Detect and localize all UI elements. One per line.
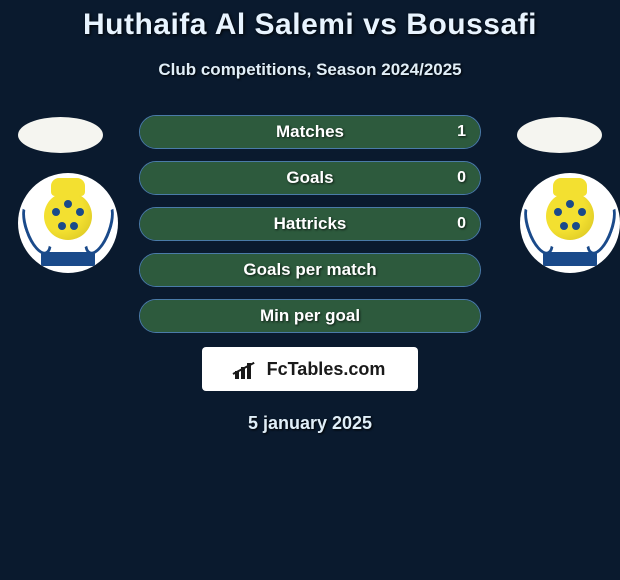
date-text: 5 january 2025 [0, 413, 620, 434]
stat-label: Hattricks [274, 214, 347, 234]
stat-row-hattricks: Hattricks 0 [139, 207, 481, 241]
stat-row-min-per-goal: Min per goal [139, 299, 481, 333]
player-avatar-right [517, 117, 602, 153]
stat-label: Min per goal [260, 306, 360, 326]
stat-label: Goals [286, 168, 333, 188]
stats-area: Matches 1 Goals 0 Hattricks 0 [0, 115, 620, 434]
stat-row-goals-per-match: Goals per match [139, 253, 481, 287]
branding-badge: FcTables.com [202, 347, 418, 391]
subtitle: Club competitions, Season 2024/2025 [0, 60, 620, 80]
comparison-widget: Huthaifa Al Salemi vs Boussafi Club comp… [0, 0, 620, 434]
player-avatar-left [18, 117, 103, 153]
stat-row-matches: Matches 1 [139, 115, 481, 149]
club-badge-left [18, 173, 118, 273]
club-badge-right [520, 173, 620, 273]
stat-row-goals: Goals 0 [139, 161, 481, 195]
stat-value-right: 0 [457, 169, 466, 187]
branding-text: FcTables.com [267, 359, 386, 380]
stat-label: Matches [276, 122, 344, 142]
stat-label: Goals per match [243, 260, 376, 280]
chart-icon [235, 359, 261, 379]
stat-value-right: 0 [457, 215, 466, 233]
stat-bars: Matches 1 Goals 0 Hattricks 0 [139, 115, 481, 333]
page-title: Huthaifa Al Salemi vs Boussafi [0, 8, 620, 42]
stat-value-right: 1 [457, 123, 466, 141]
